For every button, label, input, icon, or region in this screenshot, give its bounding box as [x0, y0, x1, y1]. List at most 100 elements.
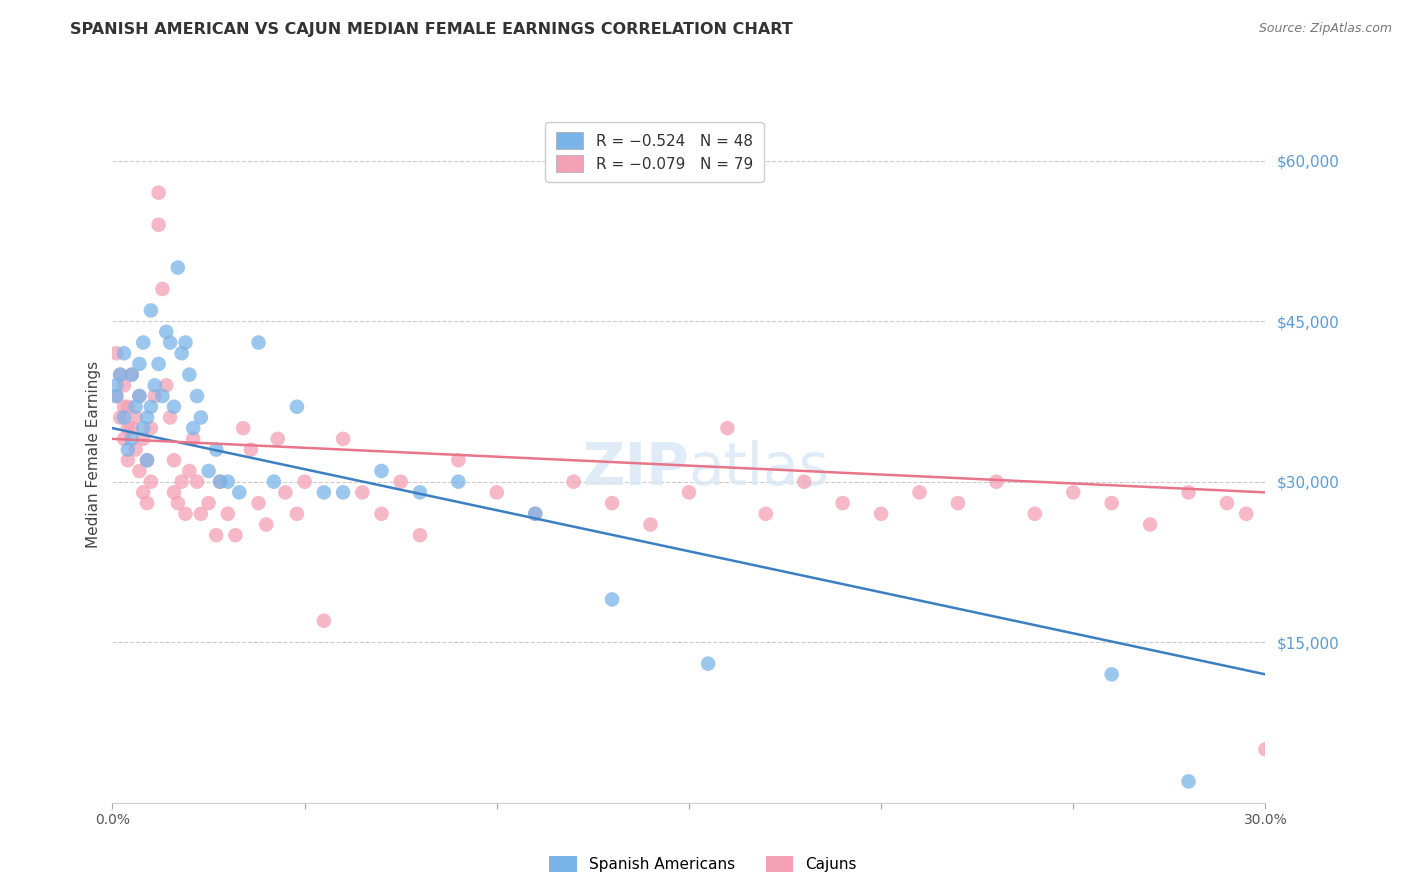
- Point: [1101, 667, 1123, 681]
- Point: [108, 410, 131, 425]
- Point: [112, 346, 135, 360]
- Point: [217, 507, 239, 521]
- Point: [170, 475, 193, 489]
- Point: [148, 186, 170, 200]
- Point: [108, 368, 131, 382]
- Point: [447, 453, 470, 467]
- Point: [148, 218, 170, 232]
- Point: [128, 389, 150, 403]
- Point: [793, 475, 815, 489]
- Point: [267, 432, 290, 446]
- Point: [128, 389, 150, 403]
- Point: [831, 496, 853, 510]
- Point: [409, 485, 432, 500]
- Point: [870, 507, 893, 521]
- Point: [159, 410, 181, 425]
- Point: [170, 346, 193, 360]
- Point: [117, 421, 139, 435]
- Point: [186, 389, 208, 403]
- Point: [524, 507, 547, 521]
- Point: [121, 421, 143, 435]
- Point: [285, 400, 308, 414]
- Point: [332, 485, 354, 500]
- Point: [274, 485, 297, 500]
- Point: [174, 335, 197, 350]
- Point: [312, 485, 335, 500]
- Point: [600, 496, 623, 510]
- Point: [205, 528, 228, 542]
- Point: [117, 453, 139, 467]
- Point: [117, 442, 139, 457]
- Point: [166, 260, 188, 275]
- Legend: Spanish Americans, Cajuns: Spanish Americans, Cajuns: [541, 848, 865, 880]
- Point: [312, 614, 335, 628]
- Point: [143, 378, 166, 392]
- Point: [190, 410, 212, 425]
- Text: atlas: atlas: [689, 441, 830, 498]
- Point: [224, 528, 246, 542]
- Point: [112, 410, 135, 425]
- Point: [132, 432, 155, 446]
- Point: [105, 378, 128, 392]
- Point: [121, 368, 143, 382]
- Point: [112, 432, 135, 446]
- Point: [908, 485, 931, 500]
- Point: [112, 400, 135, 414]
- Point: [117, 400, 139, 414]
- Point: [239, 442, 262, 457]
- Point: [128, 357, 150, 371]
- Point: [155, 325, 177, 339]
- Point: [228, 485, 250, 500]
- Point: [179, 464, 201, 478]
- Point: [447, 475, 470, 489]
- Text: ZIP: ZIP: [582, 441, 689, 498]
- Point: [139, 475, 162, 489]
- Point: [112, 378, 135, 392]
- Point: [108, 368, 131, 382]
- Point: [166, 496, 188, 510]
- Point: [163, 485, 186, 500]
- Point: [678, 485, 700, 500]
- Point: [174, 507, 197, 521]
- Point: [755, 507, 778, 521]
- Point: [294, 475, 316, 489]
- Point: [181, 421, 204, 435]
- Point: [640, 517, 662, 532]
- Point: [232, 421, 254, 435]
- Point: [562, 475, 585, 489]
- Point: [163, 453, 186, 467]
- Point: [132, 335, 155, 350]
- Point: [263, 475, 285, 489]
- Point: [370, 464, 392, 478]
- Point: [105, 389, 128, 403]
- Point: [209, 475, 232, 489]
- Point: [1101, 496, 1123, 510]
- Point: [697, 657, 720, 671]
- Point: [132, 421, 155, 435]
- Point: [1062, 485, 1084, 500]
- Point: [217, 475, 239, 489]
- Point: [136, 453, 159, 467]
- Point: [1024, 507, 1046, 521]
- Point: [247, 335, 270, 350]
- Point: [205, 442, 228, 457]
- Point: [946, 496, 969, 510]
- Point: [163, 400, 186, 414]
- Point: [179, 368, 201, 382]
- Point: [409, 528, 432, 542]
- Point: [124, 442, 146, 457]
- Point: [370, 507, 392, 521]
- Point: [139, 421, 162, 435]
- Point: [148, 357, 170, 371]
- Point: [190, 507, 212, 521]
- Point: [121, 432, 143, 446]
- Point: [186, 475, 208, 489]
- Point: [352, 485, 374, 500]
- Point: [132, 485, 155, 500]
- Y-axis label: Median Female Earnings: Median Female Earnings: [86, 361, 101, 549]
- Point: [716, 421, 738, 435]
- Point: [128, 464, 150, 478]
- Point: [1254, 742, 1277, 756]
- Point: [247, 496, 270, 510]
- Point: [155, 378, 177, 392]
